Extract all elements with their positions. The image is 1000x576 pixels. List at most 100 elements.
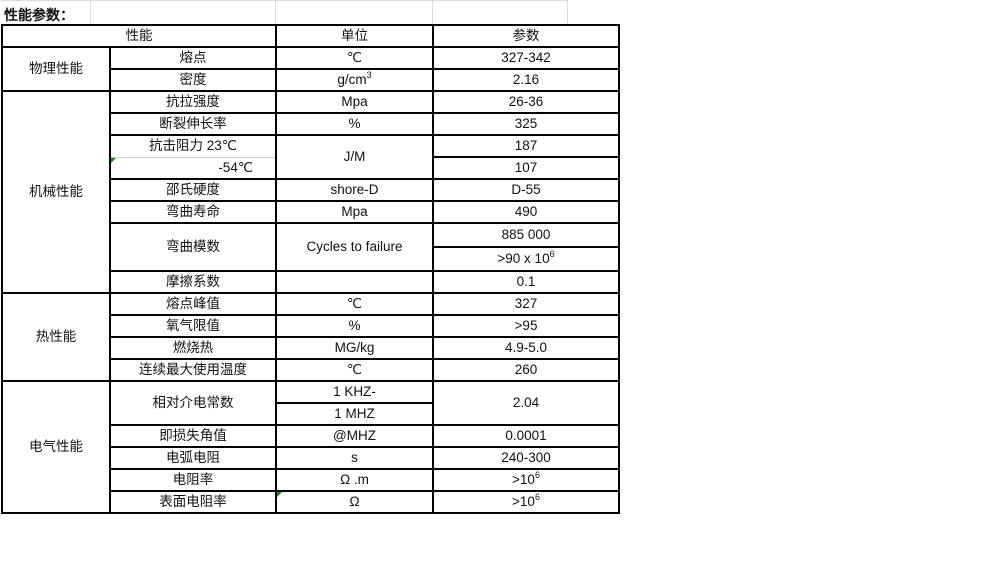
table-row: 燃烧热 MG/kg 4.9-5.0 [2,336,620,360]
property-unit[interactable]: Cycles to failure [275,222,434,272]
property-unit[interactable]: @MHZ [275,424,434,448]
property-name[interactable]: 弯曲模数 [109,222,277,272]
property-unit[interactable]: ℃ [275,46,434,70]
group-physical[interactable]: 物理性能 [1,46,111,92]
property-unit[interactable]: Ω .m [275,468,434,492]
table-row: 邵氏硬度 shore-D D-55 [2,178,620,202]
property-unit[interactable]: Ω [275,490,434,514]
property-value[interactable]: 327-342 [432,46,620,70]
header-row: 性能 单位 参数 [1,24,620,48]
group-thermal[interactable]: 热性能 [1,292,111,382]
value-base: >10 [512,494,535,509]
header-property[interactable]: 性能 [1,24,277,48]
table-row: 电气性能 相对介电常数 1 KHZ- 2.04 [1,380,620,514]
unit-text: Ω [349,494,360,509]
property-value[interactable]: >106 [432,468,620,492]
property-unit[interactable]: J/M [275,134,434,180]
property-name[interactable]: 氧气限值 [109,314,277,338]
property-unit[interactable]: Mpa [275,90,434,114]
property-name[interactable]: 电阻率 [109,468,277,492]
table-row: 弯曲寿命 Mpa 490 [2,200,620,224]
sheet-gridline [432,0,433,24]
property-name-sub[interactable]: -54℃ [109,156,277,180]
property-value[interactable]: >95 [432,314,620,338]
property-unit[interactable]: ℃ [275,292,434,316]
unit-base: g/cm [337,72,367,87]
property-unit[interactable]: shore-D [275,178,434,202]
table-row: 氧气限值 % >95 [2,314,620,338]
comment-marker-icon[interactable] [111,157,116,163]
property-unit[interactable]: Mpa [275,200,434,224]
property-unit[interactable]: s [275,446,434,470]
property-value[interactable]: 107 [432,156,620,180]
property-unit[interactable]: g/cm3 [275,68,434,92]
property-unit[interactable] [275,270,434,294]
property-name[interactable]: 断裂伸长率 [109,112,277,136]
property-name[interactable]: 摩擦系数 [109,270,277,294]
property-name[interactable]: 邵氏硬度 [109,178,277,202]
sheet-title: 性能参数： [4,7,74,23]
property-name[interactable]: 表面电阻率 [109,490,277,514]
property-value[interactable]: 327 [432,292,620,316]
value-base: >10 [512,472,535,487]
property-name[interactable]: 抗拉强度 [109,90,277,114]
table-row: -54℃ 107 [2,156,620,180]
group-mechanical[interactable]: 机械性能 [1,90,111,294]
group-electrical[interactable]: 电气性能 [1,380,111,514]
table-row: 机械性能 抗拉强度 Mpa 26-36 [1,90,620,294]
property-unit[interactable]: % [275,314,434,338]
header-unit[interactable]: 单位 [275,24,434,48]
sheet-gridline [275,0,276,24]
property-value[interactable]: 240-300 [432,446,620,470]
property-value[interactable]: 2.04 [432,380,620,426]
property-name[interactable]: 弯曲寿命 [109,200,277,224]
property-value[interactable]: D-55 [432,178,620,202]
property-unit[interactable]: 1 KHZ- [275,380,434,404]
table-row: 弯曲模数 Cycles to failure 885 000 [2,222,620,272]
property-name[interactable]: 相对介电常数 [109,380,277,426]
property-value[interactable]: 260 [432,358,620,382]
property-value[interactable]: 187 [432,134,620,158]
property-value[interactable]: 26-36 [432,90,620,114]
unit-sup: 3 [366,70,372,80]
property-name[interactable]: 抗击阻力 23℃ [109,134,277,158]
table-row: 密度 g/cm3 2.16 [2,68,620,92]
table-row: 热性能 熔点峰值 ℃ 327 [1,292,620,382]
comment-marker-icon[interactable] [277,492,282,497]
property-value[interactable]: 4.9-5.0 [432,336,620,360]
table-row: 断裂伸长率 % 325 [2,112,620,136]
property-value[interactable]: 885 000 [432,222,620,248]
property-unit[interactable]: MG/kg [275,336,434,360]
table-row: 电阻率 Ω .m >106 [2,468,620,492]
value-sup: 6 [549,249,555,259]
property-value[interactable]: 325 [432,112,620,136]
property-value[interactable]: 2.16 [432,68,620,92]
property-name[interactable]: 连续最大使用温度 [109,358,277,382]
property-value[interactable]: >106 [432,490,620,514]
value-sup: 6 [534,470,540,480]
property-name[interactable]: 电弧电阻 [109,446,277,470]
table-row: >90 x 106 [2,246,620,272]
property-value[interactable]: 0.0001 [432,424,620,448]
value-base: >90 x 10 [497,251,550,266]
property-unit[interactable]: % [275,112,434,136]
property-name[interactable]: 燃烧热 [109,336,277,360]
property-name[interactable]: 熔点峰值 [109,292,277,316]
property-value[interactable]: 490 [432,200,620,224]
table-row: 摩擦系数 0.1 [2,270,620,294]
property-value[interactable]: 0.1 [432,270,620,294]
sheet-gridline [90,0,91,24]
table-row: 即损失角值 @MHZ 0.0001 [2,424,620,448]
table-row: 表面电阻率 Ω >106 [2,490,620,514]
table-row: 抗击阻力 23℃ J/M 187 [2,134,620,180]
sheet-gridline [567,0,568,24]
property-name[interactable]: 即损失角值 [109,424,277,448]
property-name[interactable]: 熔点 [109,46,277,70]
property-name[interactable]: 密度 [109,68,277,92]
property-value[interactable]: >90 x 106 [432,246,620,272]
property-unit[interactable]: 1 MHZ [275,402,434,426]
header-value[interactable]: 参数 [432,24,620,48]
value-sup: 6 [534,492,540,502]
property-unit[interactable]: ℃ [275,358,434,382]
properties-table: 性能 单位 参数 物理性能 熔点 ℃ 327-342 密度 g/cm3 2.16… [1,24,620,514]
